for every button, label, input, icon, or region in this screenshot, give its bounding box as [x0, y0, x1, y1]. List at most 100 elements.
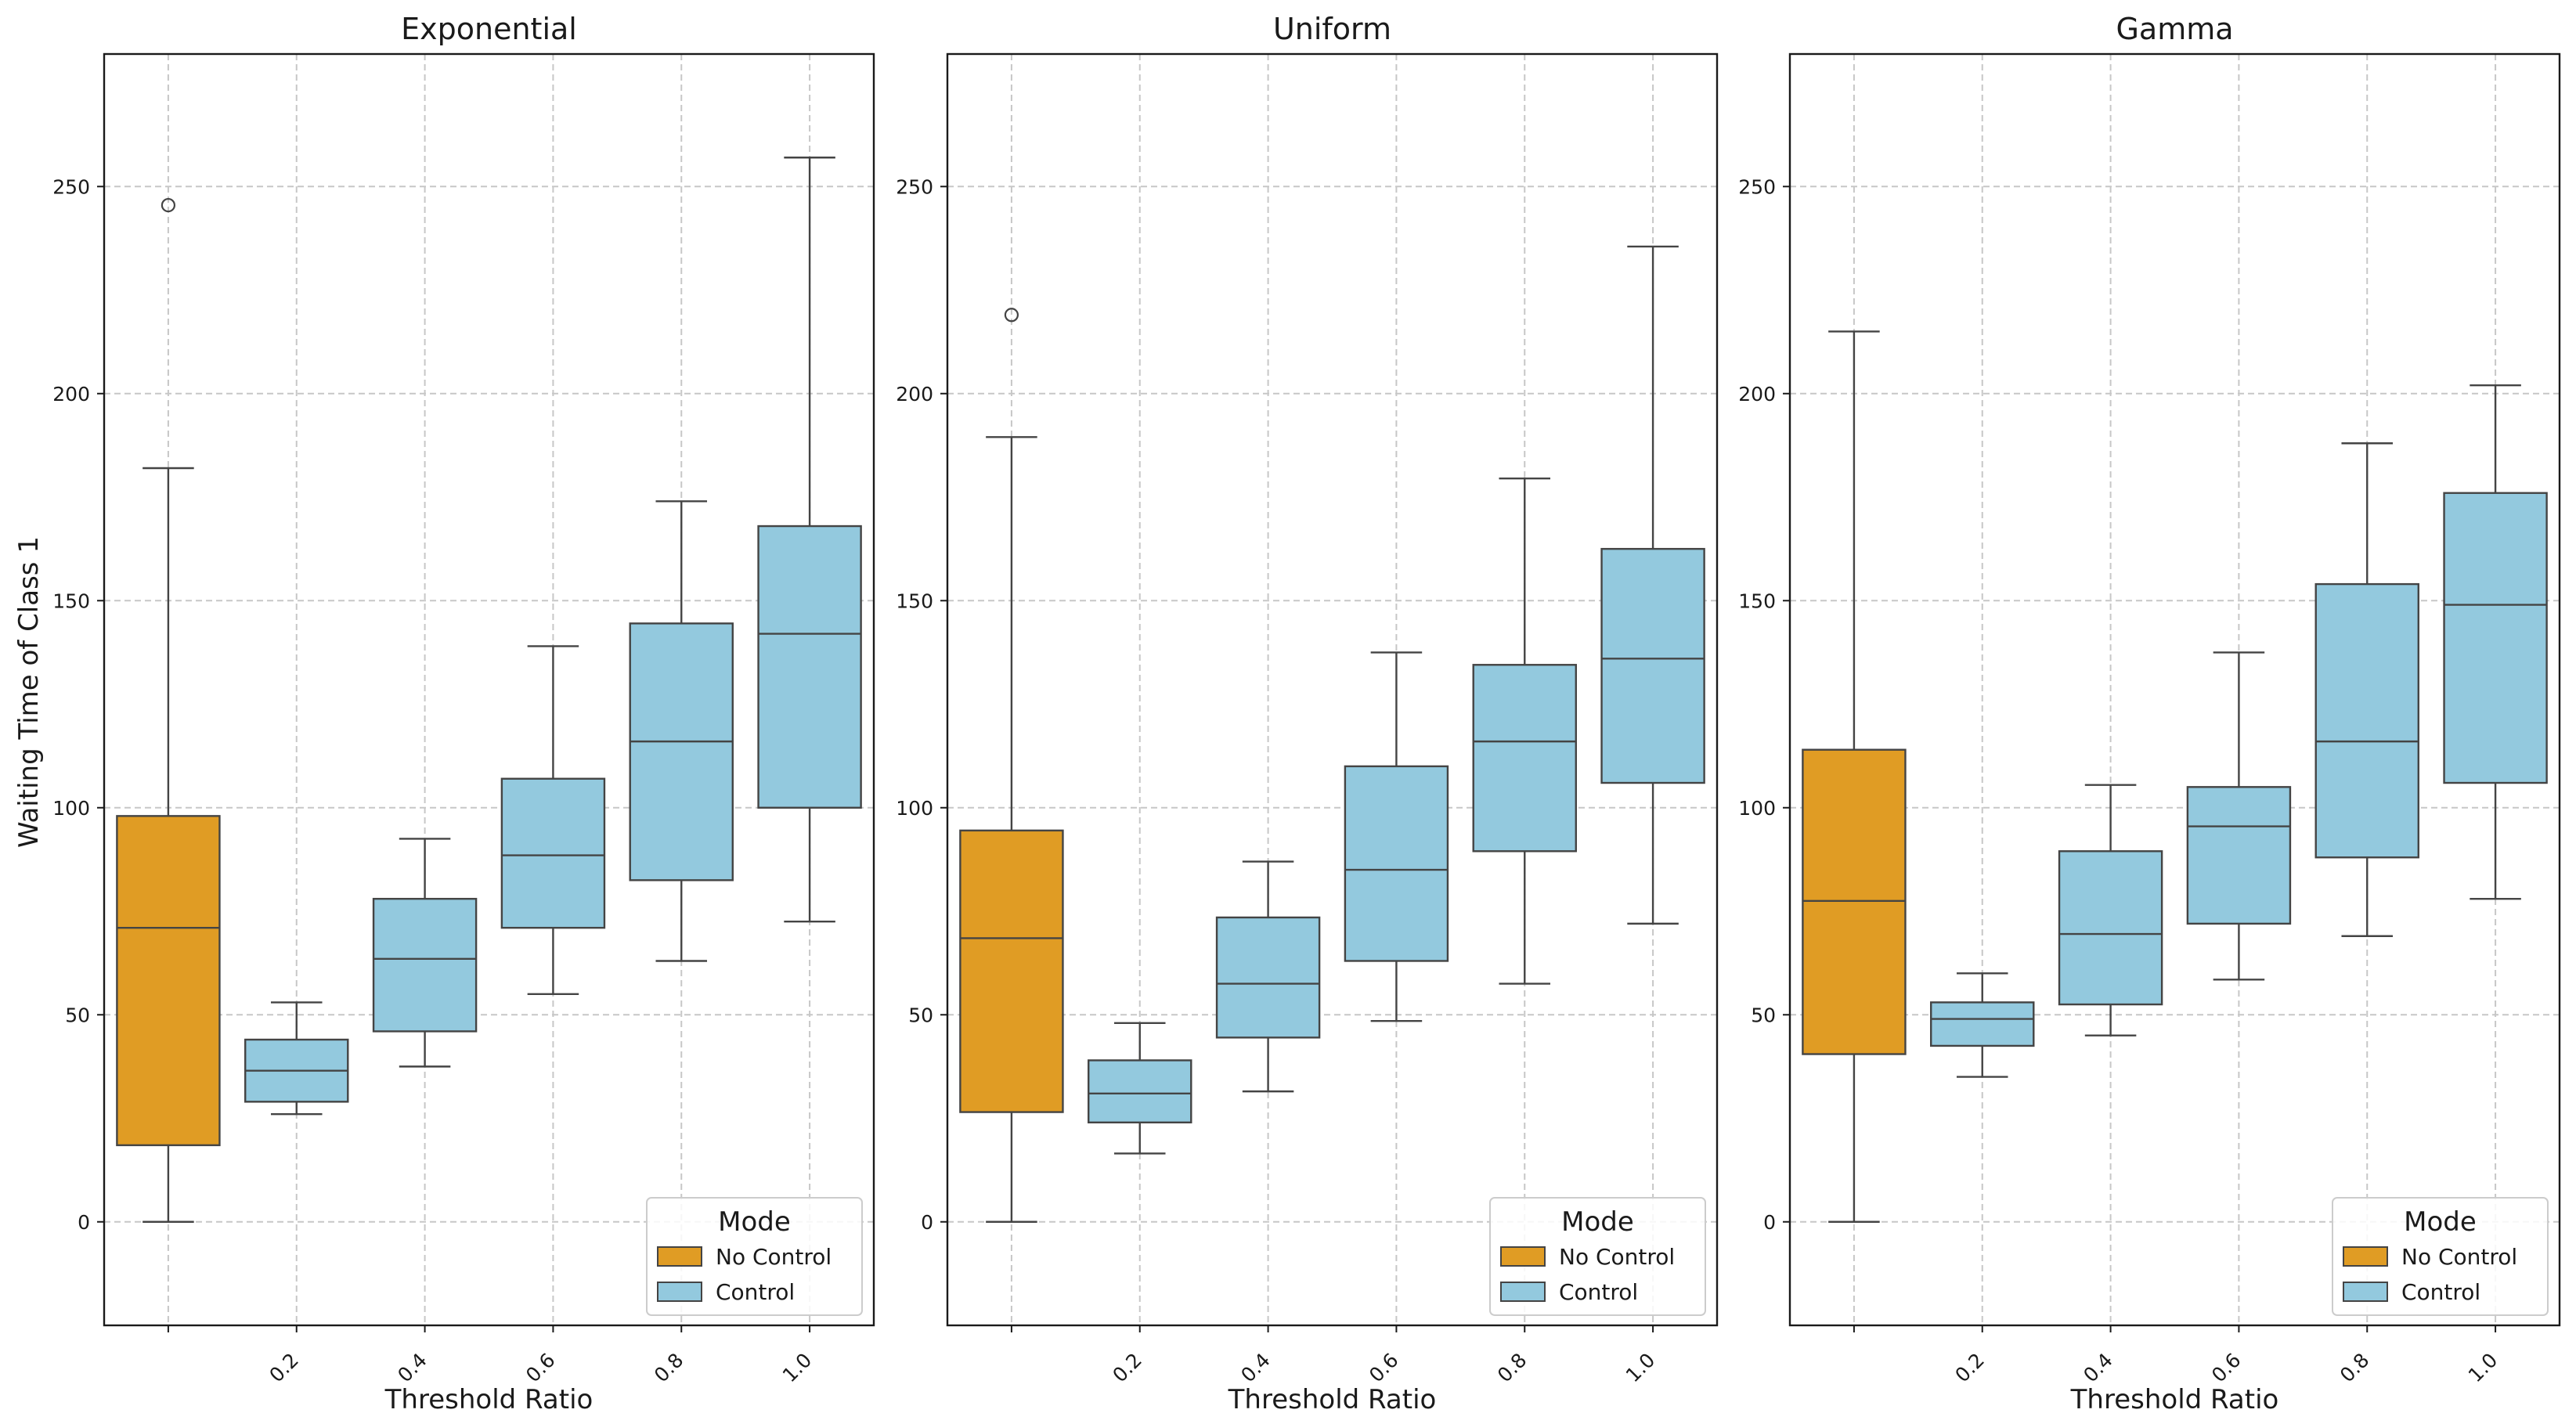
y-tick-label: 50	[908, 1004, 933, 1026]
box-0.6	[2186, 651, 2292, 981]
x-tick-label: 1.0	[1622, 1349, 1660, 1387]
x-tick-label: 0.2	[265, 1349, 303, 1387]
legend-entry: Control	[1559, 1279, 1638, 1305]
outlier-point	[161, 197, 176, 213]
x-tick-label: 0.8	[1493, 1349, 1532, 1387]
legend-entry: Control	[2401, 1279, 2480, 1305]
legend: Mode No Control Control	[2332, 1197, 2549, 1316]
x-tick-label: 0.6	[2207, 1349, 2246, 1387]
x-tick-label: 0.6	[521, 1349, 560, 1387]
y-tick-label: 100	[52, 797, 90, 820]
legend-entry: No Control	[2401, 1244, 2517, 1270]
y-tick-label: 150	[1738, 589, 1776, 612]
boxes	[116, 157, 862, 1223]
y-axis-label: Waiting Time of Class 1	[13, 536, 45, 848]
subplot-title: Exponential	[401, 12, 577, 46]
box-body	[500, 777, 606, 929]
box-body	[1215, 916, 1321, 1039]
y-axis-ticks: 0 50 100 150 200 250	[1738, 175, 1790, 1234]
legend-title: Mode	[2404, 1206, 2477, 1238]
x-tick-label: 0.6	[1365, 1349, 1403, 1387]
y-tick-label: 50	[1751, 1004, 1776, 1026]
x-tick-label: 0.4	[393, 1349, 431, 1387]
x-tick-label: 1.0	[2464, 1349, 2502, 1387]
legend-entry: No Control	[716, 1244, 832, 1270]
x-axis-ticks: 0.2 0.4 0.6 0.8 1.0	[1010, 1325, 1660, 1387]
subplot-gamma: Gamma 0 50 100 150 200 250 0.2 0.4 0.6 0.8 1.0 Thres…	[1738, 12, 2561, 1415]
box-body	[2314, 582, 2419, 859]
y-tick-label: 150	[896, 589, 933, 612]
x-tick-label: 0.8	[2336, 1349, 2374, 1387]
legend-swatch	[657, 1246, 702, 1267]
y-tick-label: 150	[52, 589, 90, 612]
box-0.6	[1344, 651, 1449, 1022]
box-body	[372, 897, 478, 1033]
box-body	[959, 829, 1064, 1113]
subplot-exponential: Exponential 0 50 100 150 200 250 0.2 0.4 0.6 0.8 1.…	[52, 12, 875, 1415]
plot-frame	[103, 52, 875, 1327]
subplot-uniform: Uniform 0 50 100 150 200 250 0.2 0.4 0.6 0.8 1.0 Thr…	[896, 12, 1719, 1415]
y-axis-ticks: 0 50 100 150 200 250	[52, 175, 104, 1234]
x-axis-label: Threshold Ratio	[1228, 1384, 1437, 1415]
boxes	[1802, 330, 2548, 1223]
box-0.4	[2058, 784, 2163, 1036]
box-body	[116, 815, 221, 1147]
plot-frame	[946, 52, 1719, 1327]
x-tick-label: 0.4	[1236, 1349, 1275, 1387]
y-tick-label: 50	[65, 1004, 90, 1026]
box-body	[757, 525, 862, 809]
box-0.4	[1215, 860, 1321, 1093]
x-tick-label: 0.8	[650, 1349, 688, 1387]
x-axis-ticks: 0.2 0.4 0.6 0.8 1.0	[167, 1325, 817, 1387]
y-axis-ticks: 0 50 100 150 200 250	[896, 175, 947, 1234]
y-tick-label: 100	[1738, 797, 1776, 820]
box-no-control	[959, 308, 1064, 1223]
y-tick-label: 250	[896, 175, 933, 198]
box-body	[2186, 786, 2292, 925]
x-tick-label: 0.4	[2079, 1349, 2117, 1387]
y-tick-label: 0	[1763, 1211, 1776, 1234]
y-tick-label: 200	[1738, 383, 1776, 406]
subplot-title: Uniform	[1273, 12, 1391, 46]
legend-swatch	[2343, 1282, 2388, 1302]
box-1.0	[2443, 384, 2548, 900]
legend-title: Mode	[718, 1206, 791, 1238]
legend-swatch	[2343, 1246, 2388, 1267]
y-tick-label: 200	[896, 383, 933, 406]
box-0.2	[1088, 1022, 1192, 1155]
x-axis-label: Threshold Ratio	[384, 1384, 593, 1415]
box-0.2	[1930, 972, 2035, 1078]
legend-entry: Control	[716, 1279, 795, 1305]
box-no-control	[116, 197, 221, 1223]
box-1.0	[757, 157, 862, 923]
box-body	[1600, 547, 1705, 784]
box-0.6	[500, 645, 606, 996]
y-tick-label: 200	[52, 383, 90, 406]
outlier-point	[1004, 308, 1019, 323]
box-body	[1344, 765, 1449, 962]
box-body	[1472, 664, 1577, 853]
box-body	[1930, 1001, 2035, 1047]
y-tick-label: 0	[78, 1211, 90, 1234]
x-tick-label: 0.2	[1950, 1349, 1989, 1387]
box-0.2	[244, 1001, 349, 1116]
y-tick-label: 250	[52, 175, 90, 198]
legend: Mode No Control Control	[1489, 1197, 1706, 1316]
box-0.8	[2314, 442, 2419, 937]
x-tick-label: 0.2	[1108, 1349, 1146, 1387]
box-0.8	[1472, 478, 1577, 985]
box-body	[629, 622, 734, 881]
x-tick-label: 1.0	[778, 1349, 817, 1387]
box-body	[1802, 748, 1907, 1055]
box-0.4	[372, 838, 478, 1068]
box-1.0	[1600, 245, 1705, 925]
x-axis-ticks: 0.2 0.4 0.6 0.8 1.0	[1853, 1325, 2502, 1387]
subplot-title: Gamma	[2116, 12, 2233, 46]
legend-title: Mode	[1561, 1206, 1634, 1238]
legend-swatch	[657, 1282, 702, 1302]
box-body	[1088, 1059, 1192, 1123]
box-body	[2058, 850, 2163, 1006]
box-body	[2443, 492, 2548, 784]
box-0.8	[629, 500, 734, 962]
